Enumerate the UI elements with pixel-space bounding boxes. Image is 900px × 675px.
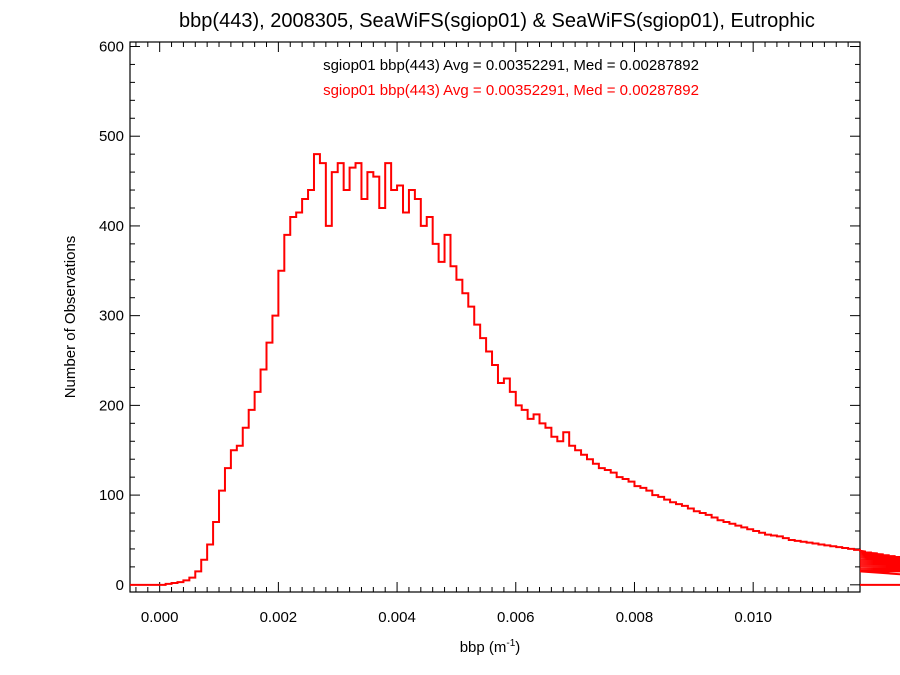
- x-tick-label: 0.008: [616, 609, 654, 626]
- y-tick-label: 100: [99, 487, 124, 504]
- y-tick-label: 600: [99, 38, 124, 55]
- x-tick-label: 0.010: [734, 609, 772, 626]
- x-axis-label-close: ): [515, 639, 520, 656]
- chart-title: bbp(443), 2008305, SeaWiFS(sgiop01) & Se…: [179, 10, 815, 32]
- x-tick-label: 0.000: [141, 609, 179, 626]
- histogram-series: [130, 153, 900, 586]
- x-tick-label: 0.004: [378, 609, 416, 626]
- annotation-2: sgiop01 bbp(443) Avg = 0.00352291, Med =…: [323, 82, 699, 99]
- y-tick-label: 300: [99, 308, 124, 325]
- x-axis-label-main: bbp (m: [460, 639, 507, 656]
- x-tick-label: 0.006: [497, 609, 535, 626]
- x-tick-label: 0.002: [260, 609, 298, 626]
- y-tick-label: 400: [99, 218, 124, 235]
- annotation-1: sgiop01 bbp(443) Avg = 0.00352291, Med =…: [323, 57, 699, 74]
- y-tick-label: 200: [99, 397, 124, 414]
- x-axis-label-superscript: -1: [506, 638, 515, 649]
- y-tick-label: 0: [116, 577, 124, 594]
- y-axis-label: Number of Observations: [62, 236, 79, 399]
- y-tick-label: 500: [99, 128, 124, 145]
- plot-frame: [129, 41, 861, 593]
- x-axis-label: bbp (m-1): [460, 638, 521, 656]
